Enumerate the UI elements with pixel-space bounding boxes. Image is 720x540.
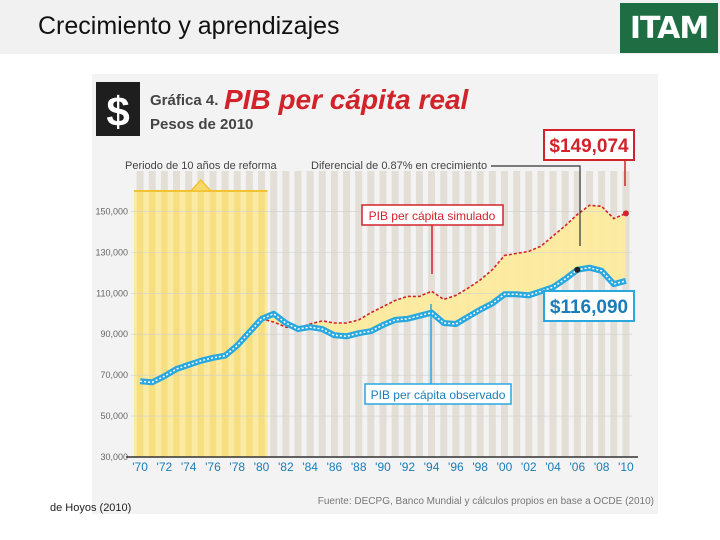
- reform-stripe: [161, 191, 168, 457]
- year-stripe: [476, 171, 484, 457]
- year-stripe: [513, 171, 521, 457]
- x-tick-label: '88: [351, 460, 367, 474]
- simulated-series-label: PIB per cápita simulado: [369, 209, 496, 223]
- x-tick-label: '78: [229, 460, 245, 474]
- x-tick-label: '76: [205, 460, 221, 474]
- differential-leader: [491, 165, 581, 246]
- chart-source: Fuente: DECPG, Banco Mundial y cálculos …: [318, 496, 654, 507]
- observed-series-highlight: [140, 266, 627, 384]
- simulated-end-label: $149,074: [549, 136, 629, 157]
- x-tick-label: '92: [399, 460, 415, 474]
- y-tick-label: 110,000: [96, 288, 128, 298]
- x-tick-label: '08: [594, 460, 610, 474]
- reform-stripe: [258, 191, 265, 457]
- x-tick-label: '84: [302, 460, 318, 474]
- series-group: [139, 204, 629, 386]
- dollar-symbol: $: [106, 88, 129, 135]
- differential-label: Diferencial de 0.87% en crecimiento: [311, 160, 487, 172]
- y-tick-label: 150,000: [95, 206, 128, 216]
- simulated-end-box: [543, 129, 635, 161]
- x-tick-label: '00: [497, 460, 513, 474]
- y-tick-label: 90,000: [100, 329, 128, 339]
- reform-stripe: [246, 191, 253, 457]
- reform-stripe: [173, 191, 180, 457]
- itam-logo: ITAM: [620, 3, 718, 53]
- reform-stripe: [197, 191, 204, 457]
- reform-stripe: [149, 191, 156, 457]
- year-stripe: [306, 171, 314, 457]
- year-stripe: [500, 171, 508, 457]
- slide-title: Crecimiento y aprendizajes: [38, 12, 340, 40]
- x-tick-label: '70: [132, 460, 148, 474]
- y-tick-label: 50,000: [100, 411, 128, 421]
- year-stripe: [330, 171, 338, 457]
- year-stripe: [343, 171, 351, 457]
- chart-container: 30,000 50,000 70,000 90,000 110,000 130,000 15…: [92, 74, 658, 514]
- simulated-end-point: [622, 210, 629, 217]
- x-tick-label: '86: [327, 460, 343, 474]
- year-stripe: [537, 171, 545, 457]
- observed-end-label: $116,090: [550, 297, 628, 318]
- x-tick-label: '02: [521, 460, 537, 474]
- year-stripe: [355, 171, 363, 457]
- x-tick-label: '98: [472, 460, 488, 474]
- growth-gap-area: [261, 205, 626, 337]
- year-stripe: [282, 171, 290, 457]
- x-tick-label: '06: [570, 460, 586, 474]
- dollar-badge: [96, 82, 140, 136]
- x-tick-label: '94: [424, 460, 440, 474]
- x-tick-label: '10: [618, 460, 634, 474]
- year-stripe: [318, 171, 326, 457]
- observed-series-label-box: [364, 383, 512, 405]
- x-tick-label: '96: [448, 460, 464, 474]
- reform-pointer: [189, 178, 213, 192]
- year-stripe: [294, 171, 302, 457]
- x-tick-label: '90: [375, 460, 391, 474]
- header-bar: [0, 0, 720, 54]
- y-axis: 30,000 50,000 70,000 90,000 110,000 130,000 15…: [95, 206, 632, 462]
- x-tick-label: '80: [254, 460, 270, 474]
- year-stripe: [525, 171, 533, 457]
- x-axis: '70 '72 '74 '76 '78 '80 '82 '84 '86 '88 '90 '92 '94 '…: [126, 456, 638, 474]
- simulated-series-line: [261, 204, 627, 329]
- x-tick-label: '04: [545, 460, 561, 474]
- reform-stripe: [137, 191, 144, 457]
- differential-dot: [574, 266, 581, 273]
- citation: de Hoyos (2010): [50, 502, 132, 514]
- y-tick-label: 70,000: [100, 370, 128, 380]
- x-tick-label: '74: [181, 460, 197, 474]
- pib-chart: 30,000 50,000 70,000 90,000 110,000 130,000 15…: [92, 74, 658, 514]
- reform-stripe: [234, 191, 241, 457]
- chart-subtitle: Pesos de 2010: [150, 116, 253, 133]
- observed-series-label: PIB per cápita observado: [371, 388, 506, 402]
- y-tick-label: 130,000: [95, 247, 128, 257]
- chart-title-prefix: Gráfica 4.: [150, 92, 218, 109]
- y-tick-label: 30,000: [100, 452, 128, 462]
- x-tick-label: '82: [278, 460, 294, 474]
- reform-period-label: Periodo de 10 años de reforma: [125, 160, 278, 172]
- chart-title: PIB per cápita real: [224, 84, 470, 115]
- reform-stripe: [185, 191, 192, 457]
- reform-stripe: [209, 191, 216, 457]
- observed-end-box: [543, 290, 635, 322]
- year-stripe: [488, 171, 496, 457]
- x-tick-label: '72: [157, 460, 173, 474]
- reform-stripe: [222, 191, 229, 457]
- reform-stripes: [134, 178, 268, 457]
- logo-text: ITAM: [629, 10, 709, 46]
